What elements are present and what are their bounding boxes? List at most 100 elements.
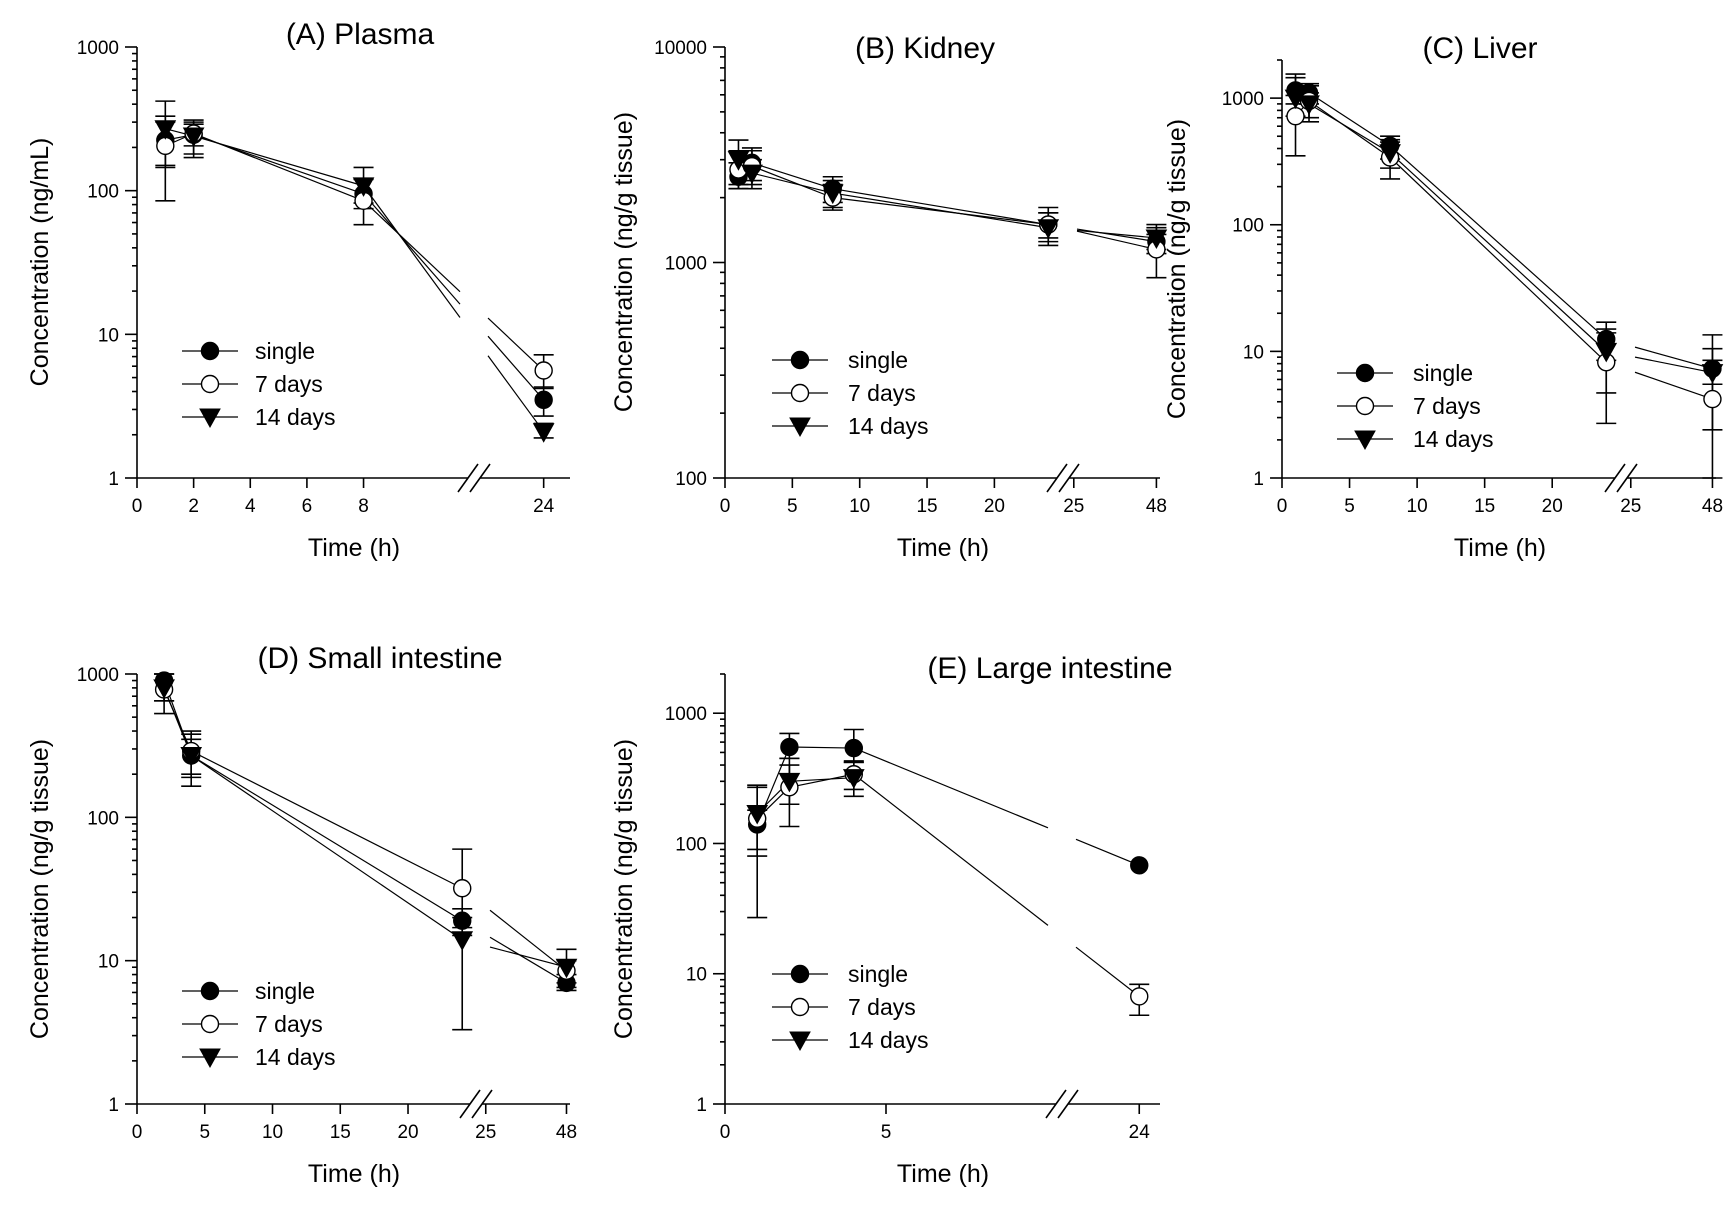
series-line-14-days [489,946,567,968]
series-line-single [853,747,1049,829]
x-tick-label: 48 [1146,496,1167,517]
legend-label: single [1413,360,1473,386]
series-line-single [751,162,833,190]
axis-break-mark [1045,1089,1067,1119]
y-tick-label: 10 [98,952,119,973]
y-tick-label: 1000 [1222,89,1264,110]
panel-title: (D) Small intestine [257,642,502,675]
y-axis-label: Concentration (ng/g tissue) [26,739,54,1039]
data-point-14-days [451,931,474,951]
x-tick-label: 25 [1063,496,1084,517]
legend-marker-14-days [789,417,811,438]
data-point-14-days [746,804,769,825]
legend-label: 14 days [255,1044,336,1070]
legend-marker-14-days [1354,430,1376,451]
series-line-single [363,193,461,305]
data-point-14-days [153,679,175,699]
legend-label: 7 days [255,371,323,397]
data-point-14-days [154,120,177,140]
panel-kidney: 100 1000 10000 0 5 10 15 20 25 48 (B) Kidney Time (… [610,32,1168,562]
x-tick-label: 0 [720,1122,731,1143]
y-tick-label: 100 [675,469,707,490]
legend-marker-single [790,350,810,370]
x-tick-label: 5 [787,496,798,517]
series-line-14-days [1389,152,1607,352]
series-line-7-days [190,750,463,889]
data-point-14-days [180,747,203,767]
axis-break-mark [1046,463,1068,493]
legend-marker-7-days [790,383,810,403]
y-tick-label: 1000 [77,38,119,59]
data-point-14-days [555,958,578,979]
data-point-14-days [1298,95,1320,115]
y-tick-label: 1 [108,469,119,490]
x-axis-label: Time (h) [897,534,989,562]
y-tick-label: 1 [696,1095,707,1116]
data-point-7-days [1703,389,1722,409]
data-point-14-days [182,127,205,148]
data-point-single [780,737,799,757]
x-tick-label: 0 [132,1122,143,1143]
legend-marker-14-days [199,1048,221,1069]
y-tick-label: 100 [87,182,119,203]
data-point-14-days [532,423,555,443]
legend-marker-14-days [789,1031,811,1052]
series-line-14-days [1634,356,1713,374]
legend-label: 7 days [255,1011,323,1037]
legend-label: 14 days [848,1027,929,1053]
x-tick-label: 20 [984,496,1005,517]
series-line-7-days [1308,100,1391,158]
data-point-7-days [156,136,175,156]
data-point-single [844,738,863,758]
legend-label: 7 days [1413,393,1481,419]
x-tick-label: 20 [1542,496,1563,517]
axis-break-mark [1616,463,1638,493]
x-tick-label: 8 [358,496,369,517]
series-line-7-days [832,197,1049,226]
panel-title: (B) Kidney [855,32,995,65]
legend-marker-7-days [200,1014,220,1034]
data-point-14-days [1379,144,1401,164]
series-line-7-days [751,165,833,199]
x-tick-label: 24 [1129,1122,1151,1143]
series-line-7-days [489,909,567,972]
x-tick-label: 10 [849,496,870,517]
legend-label: 14 days [848,413,929,439]
data-point-14-days [352,177,375,197]
series-line-14-days [1308,103,1391,154]
y-axis-label: Concentration (ng/mL) [26,138,54,387]
legend-marker-single [1355,363,1375,383]
series-line-14-days [363,185,461,318]
data-point-single [1130,856,1149,875]
data-point-7-days [1286,106,1305,126]
legend-label: single [255,338,315,364]
legend-marker-7-days [1355,396,1375,416]
x-tick-label: 0 [720,496,731,517]
x-tick-label: 0 [1277,496,1288,517]
y-tick-label: 10 [1243,342,1264,363]
axis-break-mark [1604,463,1626,493]
panel-large-intestine: 1 10 100 1000 0 5 24 (E) Large intestine Time (h… [610,652,1173,1188]
series-line-14-days [1076,229,1157,239]
series-line-single [1075,838,1140,866]
y-axis-label: Concentration (ng/g tissue) [610,739,638,1039]
series-line-14-days [789,777,854,782]
axis-break-mark [459,1089,481,1119]
legend-label: 7 days [848,994,916,1020]
data-point-14-days [1145,229,1168,249]
x-axis-label: Time (h) [897,1160,989,1188]
data-point-7-days [1130,987,1149,1006]
legend-label: single [255,978,315,1004]
data-point-14-days [1701,364,1724,384]
x-tick-label: 5 [1344,496,1355,517]
data-point-14-days [778,772,801,793]
series-line-7-days [1389,157,1607,363]
y-tick-label: 100 [87,808,119,829]
legend-marker-7-days [200,374,220,394]
data-point-single [534,390,553,410]
series-line-14-days [487,355,545,433]
legend-marker-14-days [199,408,221,429]
x-tick-label: 0 [132,496,143,517]
y-tick-label: 10 [686,965,707,986]
